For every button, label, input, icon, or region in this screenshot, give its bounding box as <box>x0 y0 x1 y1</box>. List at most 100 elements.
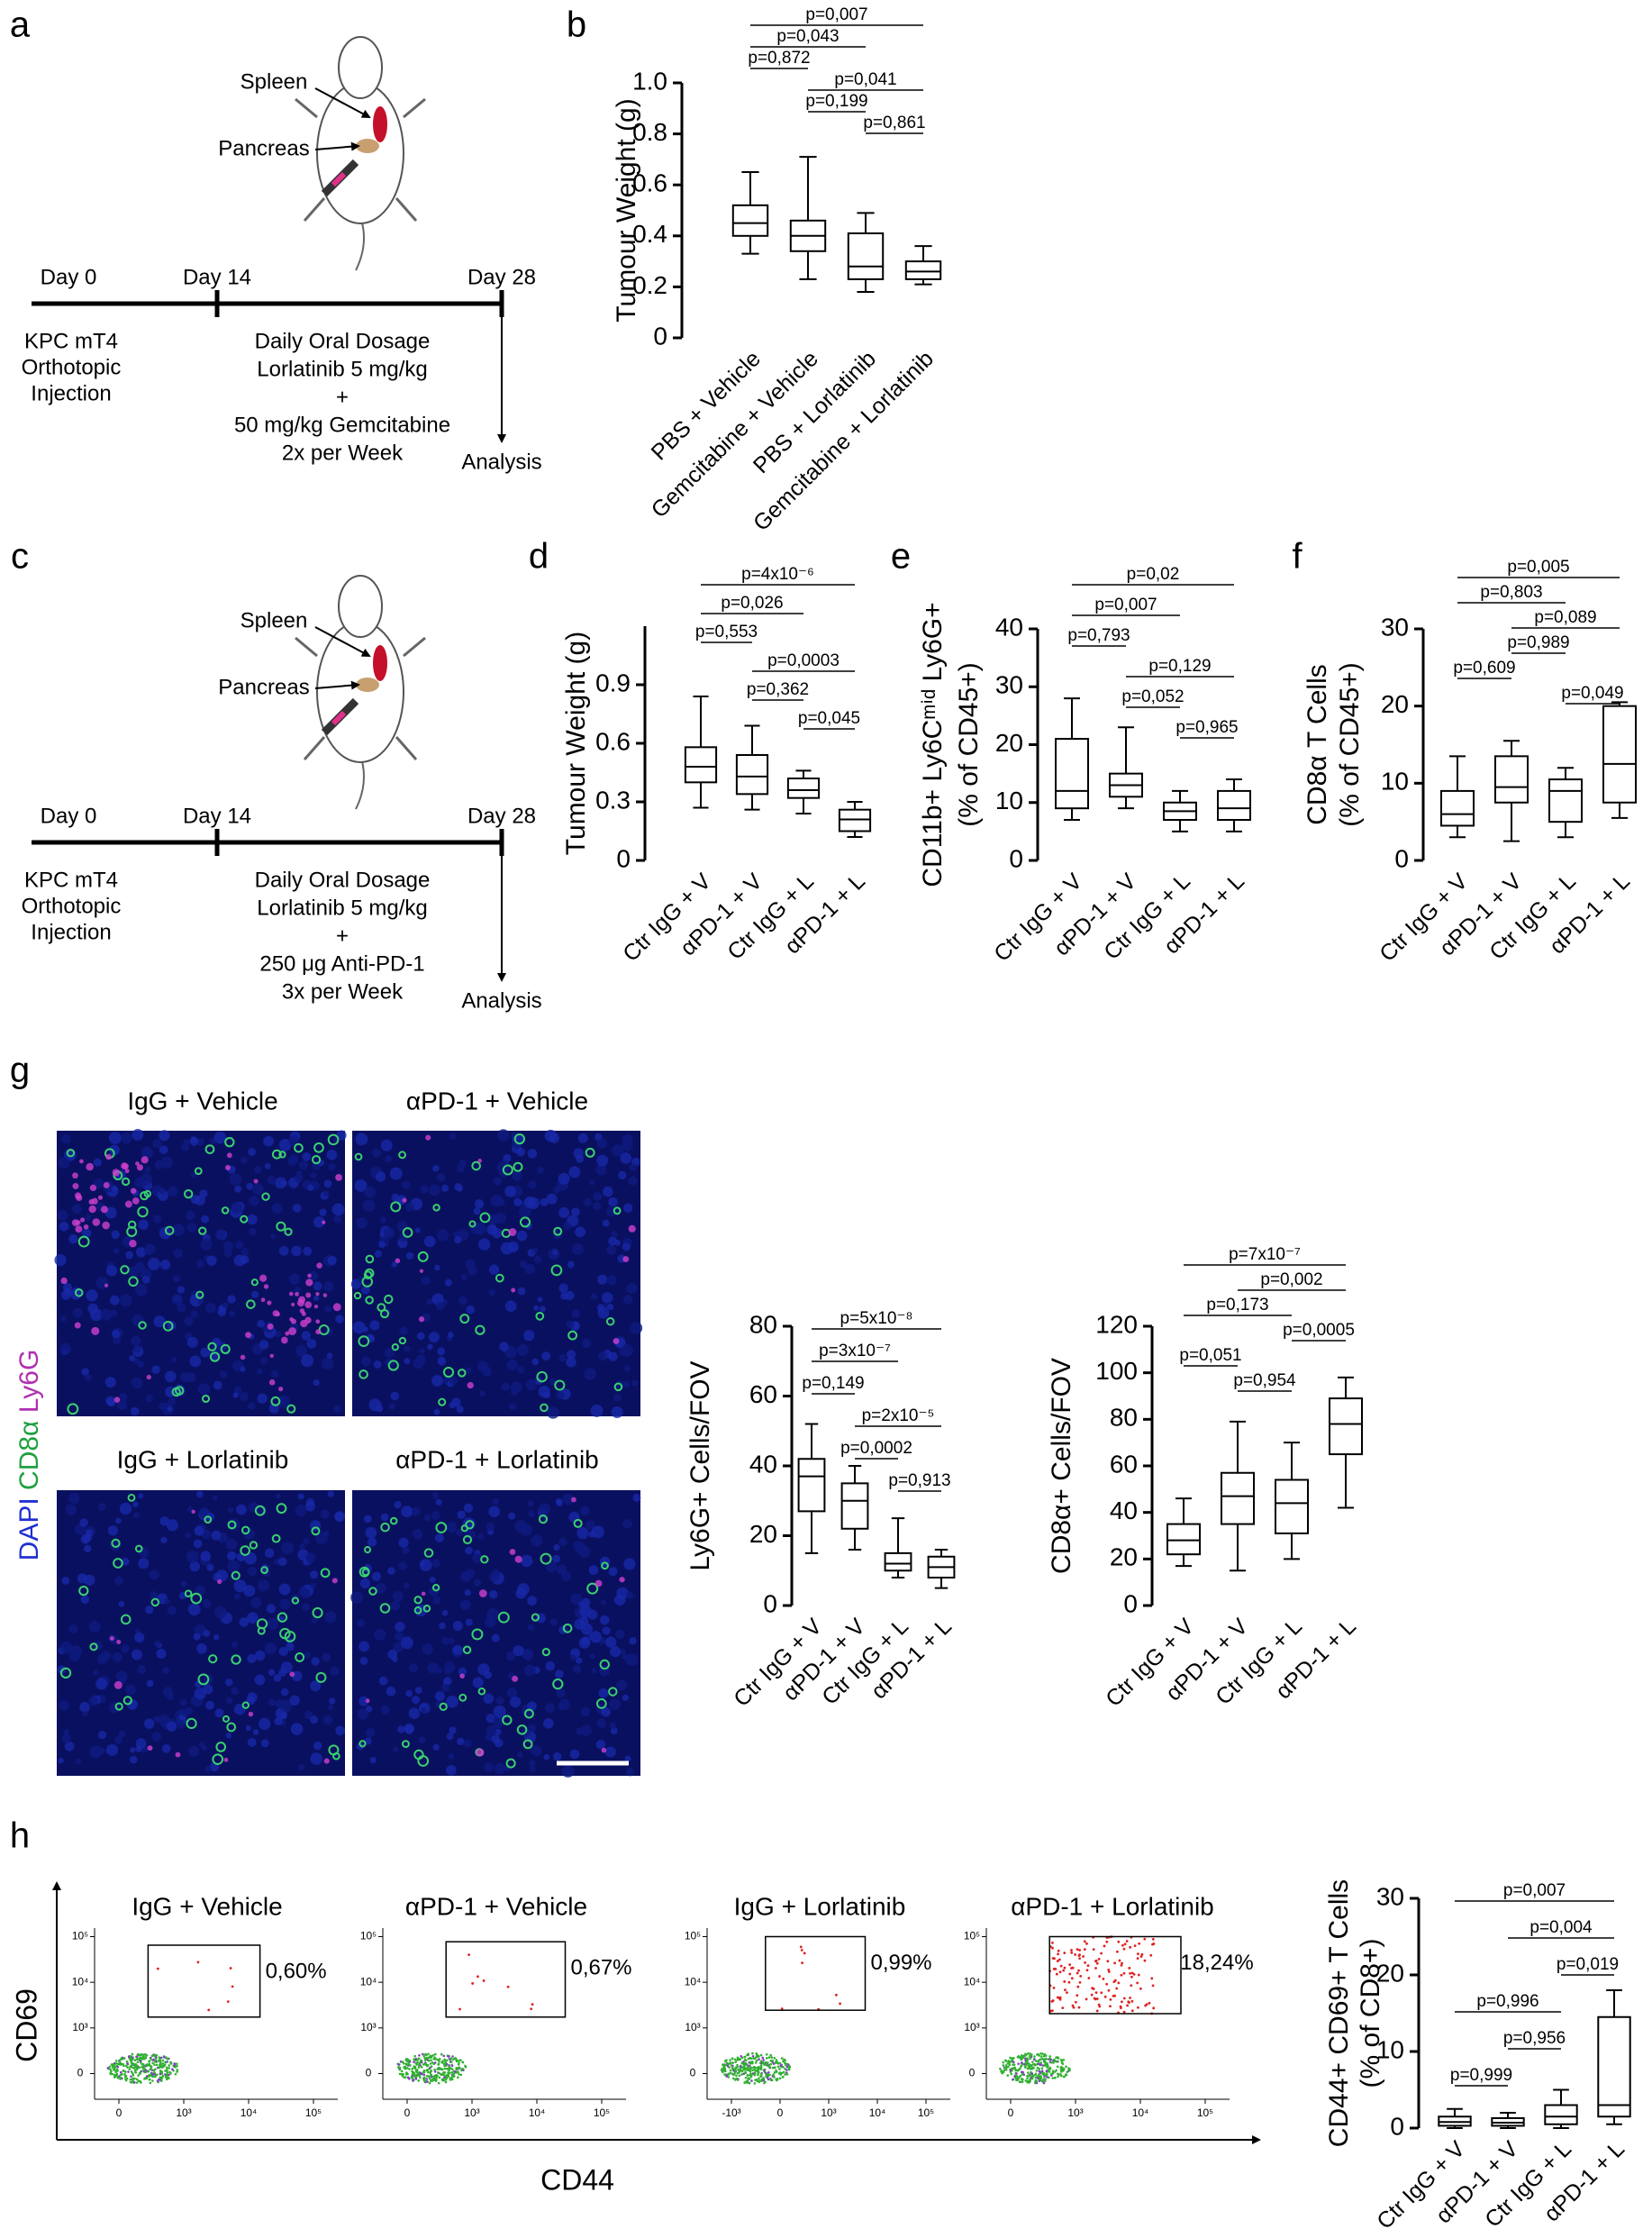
nucleus <box>167 1321 177 1331</box>
nucleus <box>473 1578 482 1587</box>
nucleus <box>463 1739 472 1748</box>
event-dot <box>141 2055 145 2058</box>
nucleus <box>291 1245 302 1257</box>
gated-dot <box>1143 1937 1147 1941</box>
nucleus <box>563 1222 572 1231</box>
cd8-cell <box>143 1189 152 1198</box>
event-dot <box>160 2079 163 2082</box>
nucleus <box>246 1183 254 1190</box>
nucleus <box>395 1621 405 1633</box>
nucleus <box>68 1234 78 1244</box>
nucleus <box>352 1321 366 1334</box>
nucleus <box>523 1330 535 1342</box>
mouse-limb <box>303 197 326 222</box>
cd8-cell <box>471 1160 481 1171</box>
ly6g-cell <box>316 1262 322 1269</box>
y-tick-label: 0.8 <box>632 118 667 146</box>
mouse-tail <box>355 215 365 271</box>
nucleus <box>130 1406 140 1416</box>
nucleus <box>61 1133 71 1144</box>
cd8-cell <box>353 1291 362 1300</box>
event-dot <box>1009 2069 1012 2072</box>
p-value: p=0,02 <box>1127 565 1180 584</box>
box <box>1329 1397 1363 1456</box>
nucleus <box>160 1156 173 1169</box>
nucleus <box>622 1519 632 1529</box>
cd8-cell <box>215 1742 227 1752</box>
nucleus <box>301 1354 314 1368</box>
cd8-cell <box>552 1678 564 1690</box>
event-dot <box>1056 2061 1058 2063</box>
box <box>1548 778 1583 823</box>
nucleus <box>65 1504 77 1515</box>
gated-dot <box>1120 1973 1123 1977</box>
event-dot <box>759 2075 762 2078</box>
event-dot <box>407 2062 410 2066</box>
event-dot <box>1039 2055 1043 2058</box>
ly6g-cell <box>248 1711 254 1717</box>
nucleus <box>421 1276 431 1286</box>
nucleus <box>248 1148 257 1156</box>
nucleus <box>254 1650 266 1661</box>
event-dot <box>1042 2071 1046 2075</box>
gated-dot <box>471 1982 475 1985</box>
event-dot <box>742 2065 746 2068</box>
event-dot <box>168 2064 171 2067</box>
cd8-cell <box>586 1582 599 1595</box>
event-dot <box>1057 2057 1060 2060</box>
nucleus <box>623 1295 633 1305</box>
cd8-cell <box>477 1687 486 1696</box>
nucleus <box>211 1530 222 1541</box>
nucleus <box>326 1352 333 1359</box>
p-value: p=0,007 <box>1503 1881 1566 1900</box>
nucleus <box>280 1688 289 1697</box>
nucleus <box>474 1198 485 1209</box>
nucleus <box>385 1155 393 1163</box>
cd8-cell <box>284 1631 296 1642</box>
event-dot <box>1056 2065 1059 2069</box>
gated-dot <box>1122 1997 1126 2000</box>
event-dot <box>457 2063 460 2066</box>
nucleus <box>414 1227 421 1233</box>
nucleus <box>130 1755 138 1764</box>
event-dot <box>742 2060 745 2063</box>
flow-tick-label: 10⁴ <box>72 1975 89 1988</box>
event-dot <box>733 2058 737 2061</box>
gated-dot <box>1136 1981 1139 1985</box>
gated-dot <box>1056 1996 1059 1999</box>
nucleus <box>310 1582 316 1589</box>
nucleus <box>451 1397 461 1407</box>
nucleus <box>144 1167 151 1173</box>
nucleus <box>583 1197 592 1207</box>
event-dot <box>730 2064 733 2067</box>
event-dot <box>765 2057 768 2060</box>
nucleus <box>80 1595 89 1605</box>
event-dot <box>457 2070 459 2074</box>
event-dot <box>758 2055 760 2058</box>
event-dot <box>456 2067 458 2070</box>
nucleus <box>517 1751 523 1758</box>
nucleus <box>321 1357 334 1370</box>
nucleus <box>432 1596 441 1605</box>
gated-dot <box>1137 2006 1139 2009</box>
nucleus <box>320 1509 331 1519</box>
nucleus <box>446 1733 454 1740</box>
nucleus <box>302 1152 312 1161</box>
nucleus <box>145 1606 154 1615</box>
event-dot <box>443 2064 446 2068</box>
gated-dot <box>1123 1942 1127 1946</box>
gated-dot <box>531 2003 534 2006</box>
event-dot <box>1002 2070 1005 2074</box>
nucleus <box>247 1653 257 1663</box>
box <box>1055 738 1089 810</box>
event-dot <box>441 2060 444 2062</box>
nucleus <box>190 1310 198 1318</box>
ly6g-cell <box>83 1224 89 1230</box>
nucleus <box>159 1226 172 1240</box>
event-dot <box>1022 2062 1026 2066</box>
p-value: p=0,956 <box>1503 2029 1566 2048</box>
event-dot <box>163 2064 166 2068</box>
gated-dot <box>1109 1997 1112 2001</box>
nucleus <box>446 1521 458 1533</box>
event-dot <box>758 2067 761 2070</box>
